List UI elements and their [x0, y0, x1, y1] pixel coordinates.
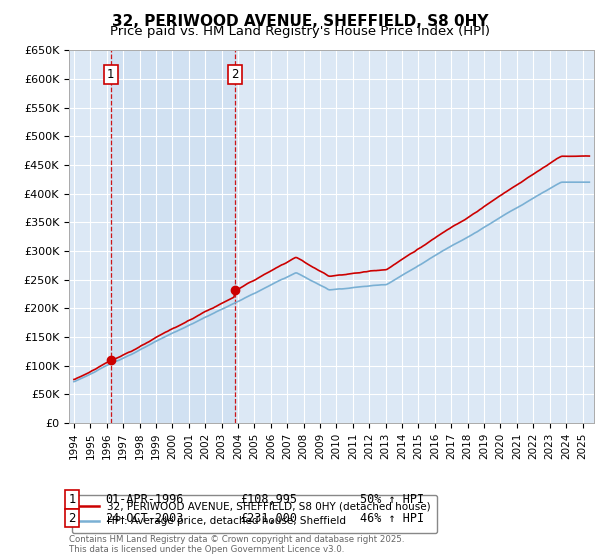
Text: 1: 1 [107, 68, 115, 81]
Bar [111, 50, 235, 423]
Text: 1: 1 [68, 493, 76, 506]
Text: 2: 2 [231, 68, 239, 81]
Text: 46% ↑ HPI: 46% ↑ HPI [360, 511, 424, 525]
Text: £108,995: £108,995 [240, 493, 297, 506]
Text: 32, PERIWOOD AVENUE, SHEFFIELD, S8 0HY: 32, PERIWOOD AVENUE, SHEFFIELD, S8 0HY [112, 14, 488, 29]
Text: Price paid vs. HM Land Registry's House Price Index (HPI): Price paid vs. HM Land Registry's House … [110, 25, 490, 38]
Text: £231,000: £231,000 [240, 511, 297, 525]
Text: Contains HM Land Registry data © Crown copyright and database right 2025.
This d: Contains HM Land Registry data © Crown c… [69, 535, 404, 554]
Text: 24-OCT-2003: 24-OCT-2003 [105, 511, 184, 525]
Text: 01-APR-1996: 01-APR-1996 [105, 493, 184, 506]
Text: 50% ↑ HPI: 50% ↑ HPI [360, 493, 424, 506]
Text: 2: 2 [68, 511, 76, 525]
Legend: 32, PERIWOOD AVENUE, SHEFFIELD, S8 0HY (detached house), HPI: Average price, det: 32, PERIWOOD AVENUE, SHEFFIELD, S8 0HY (… [71, 495, 437, 533]
